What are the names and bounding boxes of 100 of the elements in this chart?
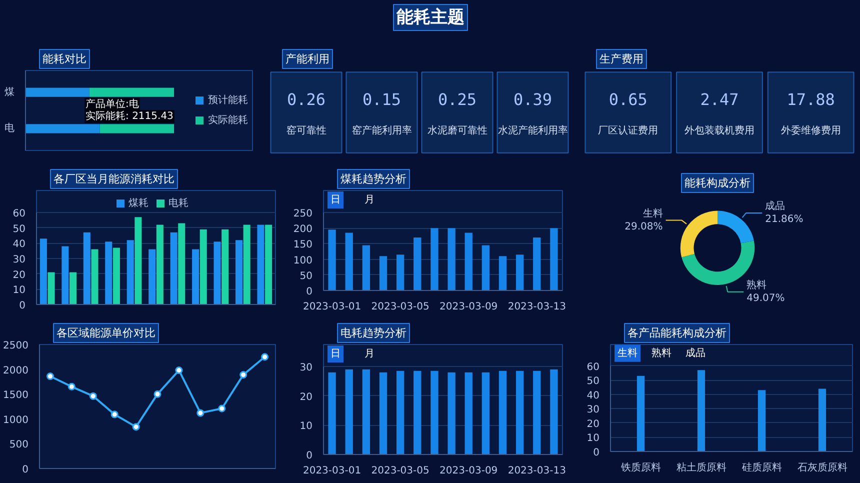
bar (243, 224, 250, 304)
category-label: 外委维修费用 (780, 124, 841, 136)
text: 熟料 (652, 346, 672, 359)
point (175, 366, 183, 374)
slice-label: 熟料 (746, 278, 767, 291)
x-tick-label: 2023-03-05 (371, 466, 430, 476)
y-tick-label: 30 (300, 362, 313, 374)
y-tick-label: 10 (12, 285, 26, 296)
point (196, 409, 204, 417)
y-tick-label: 0 (593, 448, 600, 458)
bar (156, 224, 164, 304)
x-tick-label: 2023-03-05 (371, 302, 430, 312)
bar (126, 240, 134, 304)
bar (105, 242, 112, 304)
data-label: 0.65 (608, 90, 648, 110)
text: 生料 (618, 346, 638, 359)
chart-title: 各厂区当月能源消耗对比 (54, 172, 174, 186)
chart-title: 各产品能耗构成分析 (628, 326, 726, 340)
data-label: 0.25 (438, 90, 477, 110)
bar (516, 254, 524, 290)
x-tick-label: 2023-03-01 (302, 302, 362, 312)
text: 生产费用 (600, 52, 644, 66)
y-tick-label: 20 (586, 418, 600, 430)
bar (222, 229, 229, 304)
bar (48, 272, 55, 304)
text: 日 (330, 194, 340, 206)
y-tick-label: 150 (293, 240, 313, 251)
point (46, 372, 54, 380)
x-tick-label: 石灰质原料 (797, 462, 848, 474)
text: 产能利用 (286, 52, 330, 66)
chart-title: 煤耗趋势分析 (340, 172, 406, 186)
bar (62, 246, 69, 304)
bar (170, 232, 178, 304)
y-tick-label: 0 (19, 300, 26, 312)
x-tick-label: 2023-03-13 (508, 302, 566, 312)
chart-title: 各区域能源单价对比 (56, 326, 156, 340)
bar (498, 256, 507, 290)
legend-label: 电耗 (168, 196, 188, 210)
data-label: 0.26 (286, 90, 326, 110)
y-tick-label: 20 (12, 270, 26, 281)
text: 能耗主题 (396, 8, 464, 28)
data-label: 29.08% (624, 221, 663, 232)
point (89, 392, 97, 400)
bar (430, 228, 438, 290)
y-tick-label: 10 (300, 421, 313, 432)
x-tick-label: 铁质原料 (620, 462, 661, 474)
y-tick-label: 0 (306, 450, 313, 462)
category-label: 窑产能利用率 (352, 124, 412, 136)
text: 日 (330, 348, 340, 360)
y-tick-label: 500 (9, 440, 29, 451)
bar (818, 388, 826, 452)
chart-title: 能耗构成分析 (684, 176, 750, 190)
bar (69, 272, 77, 304)
bar (214, 242, 221, 304)
data-label: 21.86% (765, 214, 804, 225)
x-tick-label: 硅质原料 (740, 462, 782, 474)
y-tick-label: 200 (293, 224, 313, 236)
category-label: 厂区认证费用 (598, 124, 658, 136)
category-label: 窑可靠性 (286, 124, 326, 136)
point (110, 410, 118, 418)
bar (379, 256, 388, 290)
bar (697, 370, 706, 452)
chart-title: 能耗对比 (42, 52, 86, 66)
y-tick-label: 60 (12, 208, 26, 220)
legend-label: 煤耗 (128, 196, 148, 210)
data-label: 2.47 (700, 90, 739, 110)
y-tick-label: 2000 (3, 365, 29, 376)
bar (482, 245, 490, 290)
y-tick-label: 电 (4, 122, 14, 134)
category-label: 外包装载机费用 (684, 124, 754, 136)
slice-label: 生料 (642, 207, 663, 220)
y-tick-label: 60 (586, 362, 600, 373)
x-tick-label: 2023-03-09 (440, 302, 498, 312)
bar (112, 248, 120, 304)
bar (91, 249, 98, 304)
bar (178, 223, 186, 304)
bar (235, 240, 243, 304)
bar (345, 232, 353, 290)
slice-label: 成品 (765, 200, 786, 212)
bar (533, 237, 541, 290)
annotation: 实际能耗: 2115.43 (86, 110, 174, 122)
text: 月 (364, 194, 374, 206)
bar (40, 238, 47, 304)
bar (134, 217, 142, 304)
bar (636, 376, 645, 452)
point (154, 390, 162, 398)
x-tick-label: 2023-03-01 (302, 466, 362, 476)
y-tick-label: 0 (22, 464, 29, 476)
x-tick-label: 粘土质原料 (676, 462, 726, 474)
bar (758, 390, 766, 452)
bar (257, 224, 264, 304)
category-label: 水泥产能利用率 (498, 124, 568, 136)
legend-label: 实际能耗 (208, 114, 248, 127)
bar (396, 254, 404, 290)
data-label: 0.39 (513, 90, 552, 110)
point (240, 371, 248, 378)
y-tick-label: 1000 (3, 414, 29, 426)
data-label: 17.88 (786, 90, 835, 110)
chart-title: 电耗趋势分析 (340, 326, 406, 340)
bar (362, 245, 370, 290)
